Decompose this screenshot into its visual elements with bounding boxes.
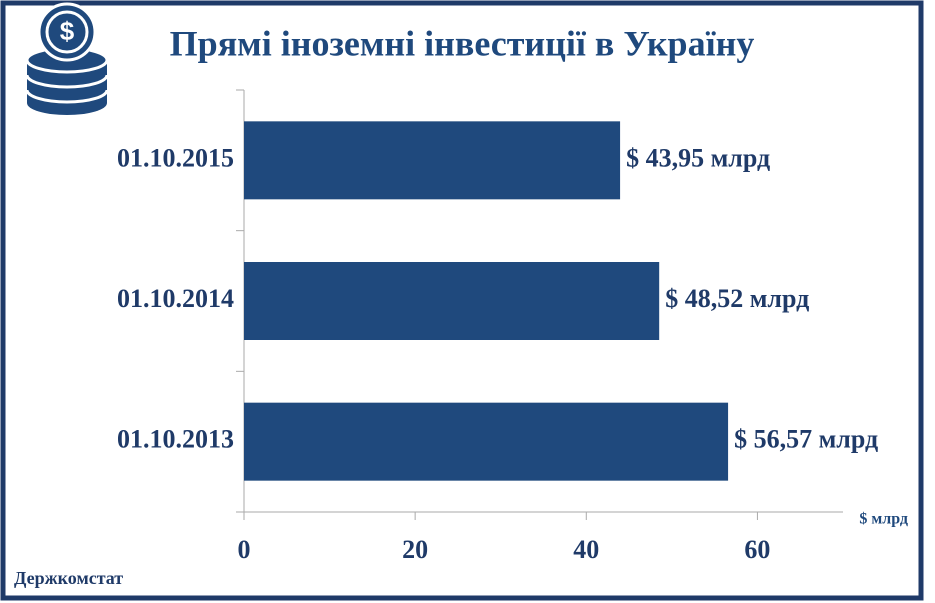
x-tick-label: 60 [744,535,770,564]
bar [244,262,660,340]
x-tick-label: 20 [402,535,428,564]
source: Держкомстат [14,568,123,588]
y-tick-label: 01.10.2015 [117,143,234,172]
y-tick-label: 01.10.2013 [117,425,234,454]
bar [244,402,729,481]
x-tick-label: 40 [573,535,599,564]
value-label: $ 43,95 млрд [626,143,770,172]
chart-title: Прямі іноземні інвестиції в Україну [170,23,755,63]
value-label: $ 48,52 млрд [665,284,809,313]
svg-text:$: $ [60,16,75,46]
y-tick-label: 01.10.2014 [117,284,234,313]
bar [244,121,621,200]
value-label: $ 56,57 млрд [734,425,878,454]
x-axis-label: $ млрд [859,511,908,528]
coin-icon: $ [25,2,109,115]
x-tick-label: 0 [238,535,251,564]
